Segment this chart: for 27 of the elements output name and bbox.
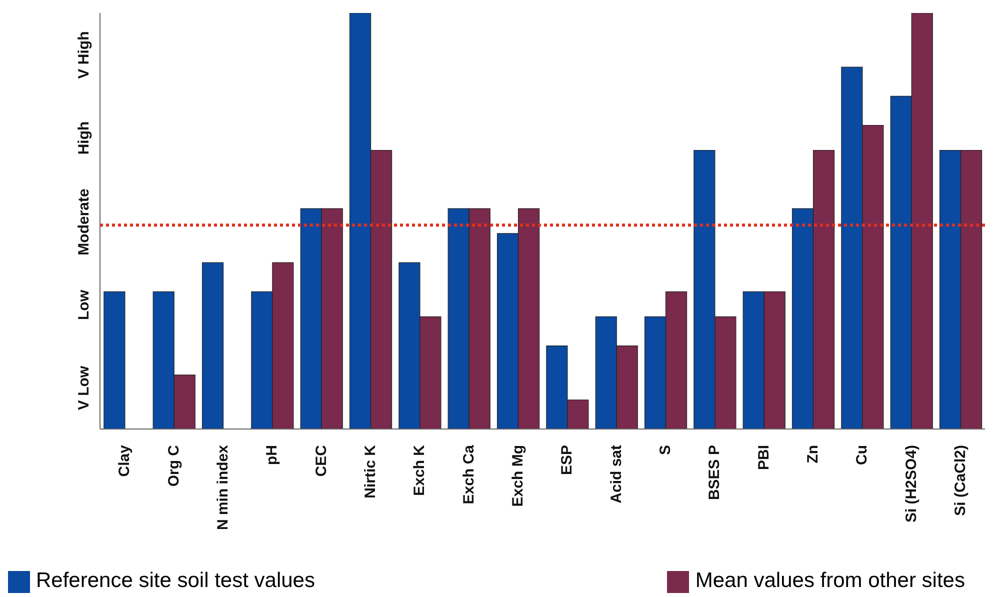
x-tick-label: BSES P xyxy=(706,445,724,500)
x-tick-label: Exch K xyxy=(411,444,428,496)
text: Moderate xyxy=(76,188,92,255)
text: Low xyxy=(76,290,92,320)
legend-label: Mean values from other sites xyxy=(695,569,965,593)
x-tick-label: Exch Ca xyxy=(460,444,478,504)
x-tick-label: Cu xyxy=(854,445,871,465)
x-tick-label: PBI xyxy=(755,445,772,470)
x-tick-label: Exch Mg xyxy=(509,445,526,507)
legend-label: Reference site soil test values xyxy=(36,569,315,593)
x-tick-label: Nirtic K xyxy=(362,444,379,498)
x-tick-label: Acid sat xyxy=(608,445,625,504)
x-tick-label: Si (H2SO4) xyxy=(902,445,920,523)
x-tick-label: Clay xyxy=(116,444,134,477)
bar xyxy=(104,291,126,429)
x-tick-label: pH xyxy=(264,445,281,465)
x-tick-label: S xyxy=(656,445,674,456)
x-tick-label: ESP xyxy=(558,445,576,476)
x-tick-label: Si (CaCl2) xyxy=(952,445,969,516)
x-tick-label: Org C xyxy=(165,444,182,487)
bar xyxy=(202,262,224,429)
text: V High xyxy=(76,30,92,78)
x-tick-label: N min index xyxy=(214,444,232,530)
x-tick-label: Zn xyxy=(804,445,822,464)
x-tick-label: CEC xyxy=(312,444,330,477)
text: High xyxy=(76,121,92,155)
text: V Low xyxy=(76,366,92,410)
